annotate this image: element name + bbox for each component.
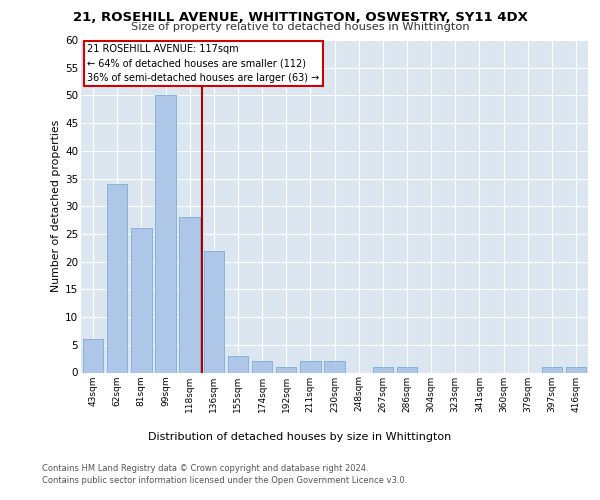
Bar — [155, 96, 176, 372]
Text: Contains public sector information licensed under the Open Government Licence v3: Contains public sector information licen… — [42, 476, 407, 485]
Bar — [131, 228, 152, 372]
Bar — [566, 367, 586, 372]
Bar — [542, 367, 562, 372]
Bar — [179, 218, 200, 372]
Bar — [252, 362, 272, 372]
Text: Size of property relative to detached houses in Whittington: Size of property relative to detached ho… — [131, 22, 469, 32]
Bar — [107, 184, 127, 372]
Bar — [83, 339, 103, 372]
Bar — [276, 367, 296, 372]
Text: Contains HM Land Registry data © Crown copyright and database right 2024.: Contains HM Land Registry data © Crown c… — [42, 464, 368, 473]
Text: Distribution of detached houses by size in Whittington: Distribution of detached houses by size … — [148, 432, 452, 442]
Bar — [203, 250, 224, 372]
Bar — [373, 367, 393, 372]
Bar — [300, 362, 320, 372]
Text: 21, ROSEHILL AVENUE, WHITTINGTON, OSWESTRY, SY11 4DX: 21, ROSEHILL AVENUE, WHITTINGTON, OSWEST… — [73, 11, 527, 24]
Text: 21 ROSEHILL AVENUE: 117sqm
← 64% of detached houses are smaller (112)
36% of sem: 21 ROSEHILL AVENUE: 117sqm ← 64% of deta… — [87, 44, 319, 83]
Bar — [397, 367, 417, 372]
Bar — [324, 362, 345, 372]
Y-axis label: Number of detached properties: Number of detached properties — [51, 120, 61, 292]
Bar — [227, 356, 248, 372]
